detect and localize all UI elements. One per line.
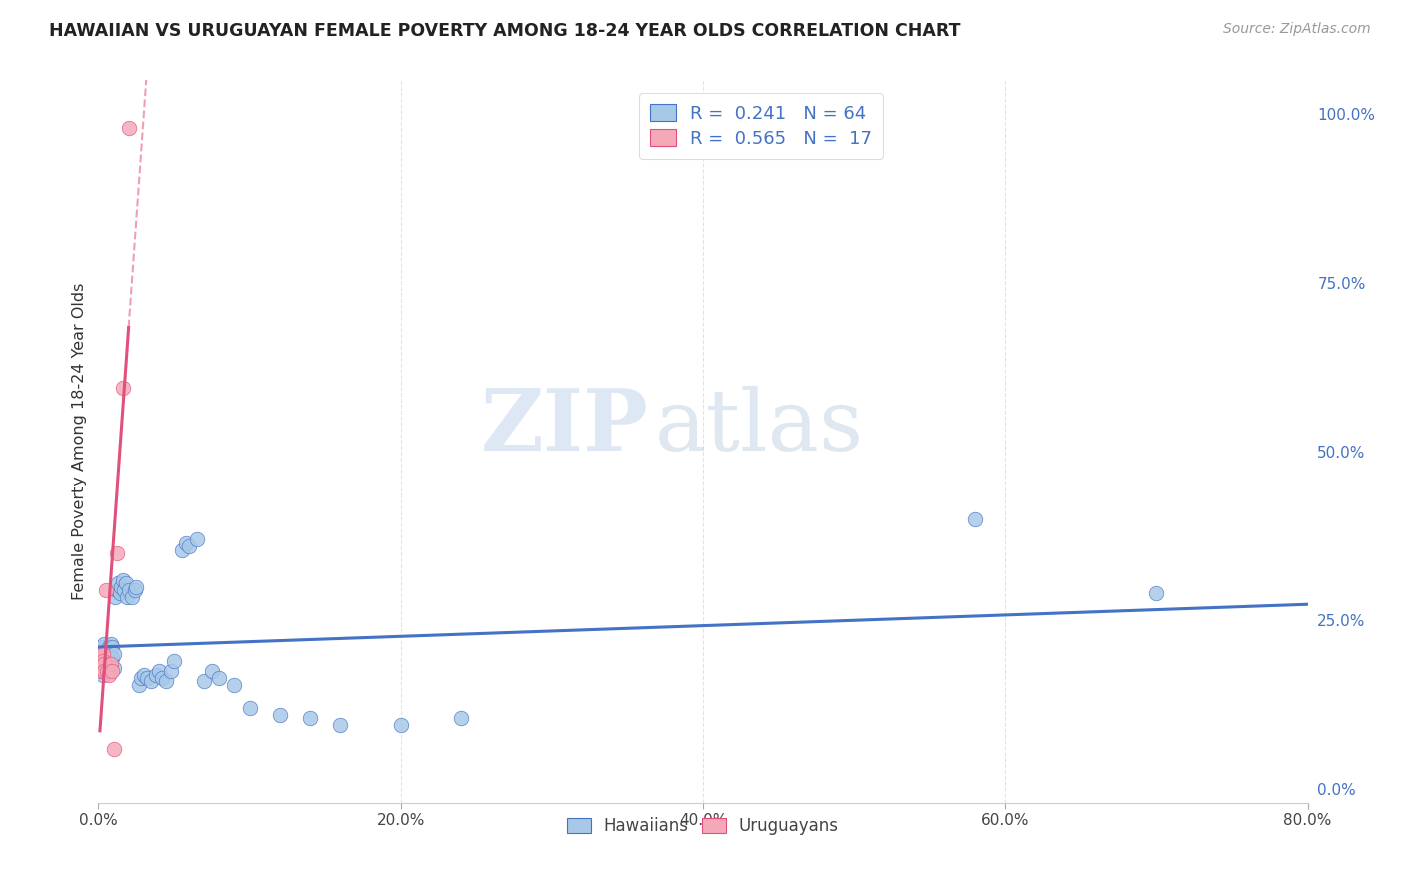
Point <box>118 120 141 135</box>
Point <box>100 650 122 665</box>
Point <box>145 667 167 681</box>
Point <box>103 741 125 756</box>
Point <box>89 654 111 668</box>
Point <box>103 661 125 675</box>
Point <box>132 667 155 681</box>
Point <box>105 546 128 560</box>
Point <box>1144 586 1167 600</box>
Point <box>124 583 146 598</box>
Point <box>148 664 170 678</box>
Point <box>90 647 112 661</box>
Point <box>155 674 177 689</box>
Point <box>93 647 115 661</box>
Point <box>98 664 121 678</box>
Point <box>98 654 121 668</box>
Point <box>100 637 122 651</box>
Point <box>90 664 112 678</box>
Point <box>111 380 134 394</box>
Point <box>105 583 128 598</box>
Point <box>94 644 117 658</box>
Point <box>93 664 115 678</box>
Point <box>224 678 246 692</box>
Point <box>91 647 114 661</box>
Point <box>101 640 124 655</box>
Point <box>94 583 117 598</box>
Point <box>107 576 129 591</box>
Point <box>150 671 173 685</box>
Point <box>94 664 117 678</box>
Point <box>239 701 262 715</box>
Point <box>118 583 141 598</box>
Point <box>98 667 121 681</box>
Point <box>389 718 412 732</box>
Point <box>160 664 183 678</box>
Point <box>96 647 118 661</box>
Text: Source: ZipAtlas.com: Source: ZipAtlas.com <box>1223 22 1371 37</box>
Point <box>112 583 135 598</box>
Point <box>125 580 148 594</box>
Point <box>965 512 987 526</box>
Point <box>89 647 111 661</box>
Legend: Hawaiians, Uruguayans: Hawaiians, Uruguayans <box>561 810 845 841</box>
Point <box>114 576 136 591</box>
Point <box>89 650 111 665</box>
Point <box>96 657 118 672</box>
Point <box>91 650 114 665</box>
Point <box>111 573 134 587</box>
Point <box>135 671 157 685</box>
Point <box>89 657 111 672</box>
Point <box>193 674 215 689</box>
Point <box>104 590 127 604</box>
Point <box>101 664 124 678</box>
Point <box>96 664 118 678</box>
Point <box>121 590 143 604</box>
Point <box>179 539 201 553</box>
Point <box>91 667 114 681</box>
Point <box>129 671 152 685</box>
Point <box>91 657 114 672</box>
Point <box>93 657 115 672</box>
Point <box>94 654 117 668</box>
Point <box>100 657 122 672</box>
Text: ZIP: ZIP <box>481 385 648 469</box>
Point <box>186 533 208 547</box>
Point <box>163 654 186 668</box>
Point <box>93 657 115 672</box>
Point <box>110 580 132 594</box>
Point <box>90 640 112 655</box>
Point <box>90 664 112 678</box>
Text: atlas: atlas <box>655 385 863 468</box>
Point <box>101 650 124 665</box>
Point <box>91 654 114 668</box>
Point <box>201 664 224 678</box>
Point <box>98 640 121 655</box>
Point <box>269 708 291 723</box>
Point <box>170 542 193 557</box>
Point <box>128 678 150 692</box>
Point <box>93 637 115 651</box>
Y-axis label: Female Poverty Among 18-24 Year Olds: Female Poverty Among 18-24 Year Olds <box>72 283 87 600</box>
Text: HAWAIIAN VS URUGUAYAN FEMALE POVERTY AMONG 18-24 YEAR OLDS CORRELATION CHART: HAWAIIAN VS URUGUAYAN FEMALE POVERTY AMO… <box>49 22 960 40</box>
Point <box>450 711 472 725</box>
Point <box>329 718 352 732</box>
Point <box>141 674 163 689</box>
Point <box>108 586 131 600</box>
Point <box>103 647 125 661</box>
Point <box>174 536 197 550</box>
Point <box>208 671 231 685</box>
Point <box>115 590 138 604</box>
Point <box>299 711 322 725</box>
